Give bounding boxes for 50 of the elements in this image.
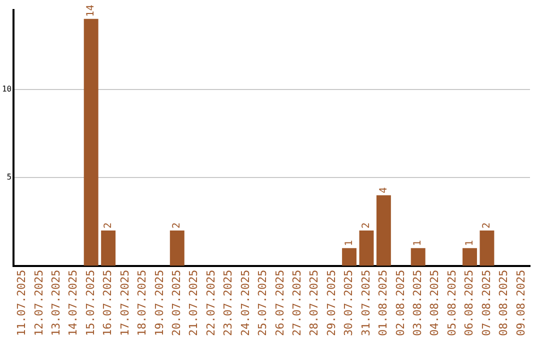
x-tick-label: 06.08.2025 [462, 270, 476, 336]
y-tick-label: 10 [2, 84, 12, 94]
x-tick-label: 20.07.2025 [170, 270, 184, 336]
x-tick-label: 12.07.2025 [32, 270, 46, 336]
data-label: 14 [86, 4, 97, 17]
data-label: 2 [172, 222, 183, 228]
x-tick-label: 13.07.2025 [50, 270, 63, 336]
data-label: 1 [464, 240, 476, 246]
bar [101, 230, 116, 266]
data-label: 4 [378, 187, 390, 194]
data-label: 1 [344, 240, 355, 246]
x-tick-label: 03.08.2025 [410, 270, 424, 336]
x-tick-label: 15.07.2025 [84, 270, 97, 336]
x-tick-label: 09.08.2025 [514, 270, 528, 336]
x-tick-label: 04.08.2025 [428, 270, 442, 336]
x-tick-label: 05.08.2025 [445, 270, 458, 336]
x-tick-label: 21.07.2025 [187, 270, 200, 336]
x-tick-label: 22.07.2025 [204, 270, 218, 336]
bar [480, 230, 494, 266]
x-tick-label: 24.07.2025 [238, 270, 252, 336]
x-tick-label: 27.07.2025 [290, 270, 304, 336]
bar [170, 230, 184, 266]
x-tick-label: 11.07.2025 [15, 270, 28, 336]
x-tick-label: 25.07.2025 [256, 270, 270, 336]
x-tick-label: 29.07.2025 [324, 270, 338, 336]
bar [462, 248, 477, 266]
bar [376, 195, 391, 266]
x-tick-label: 02.08.2025 [394, 270, 407, 336]
bar [342, 248, 356, 266]
x-tick-label: 01.08.2025 [376, 270, 390, 336]
x-tick-label: 31.07.2025 [359, 270, 372, 336]
data-label: 2 [102, 222, 114, 228]
x-tick-label: 19.07.2025 [152, 270, 166, 336]
x-tick-label: 18.07.2025 [136, 270, 149, 336]
x-tick-label: 14.07.2025 [66, 270, 80, 336]
data-label: 2 [361, 222, 372, 228]
bar [84, 18, 98, 266]
x-tick-label: 17.07.2025 [118, 270, 132, 336]
x-tick-label: 28.07.2025 [308, 270, 321, 336]
x-tick-label: 08.08.2025 [497, 270, 510, 336]
x-tick-label: 16.07.2025 [101, 270, 114, 336]
bar [359, 230, 374, 266]
data-label: 2 [482, 222, 493, 228]
x-tick-label: 26.07.2025 [273, 270, 286, 336]
y-tick-label: 5 [6, 172, 12, 182]
bar [410, 248, 426, 266]
x-tick-label: 23.07.2025 [222, 270, 235, 336]
x-tick-label: 07.08.2025 [480, 270, 493, 336]
x-tick-label: 30.07.2025 [342, 270, 356, 336]
data-label: 1 [412, 240, 424, 246]
